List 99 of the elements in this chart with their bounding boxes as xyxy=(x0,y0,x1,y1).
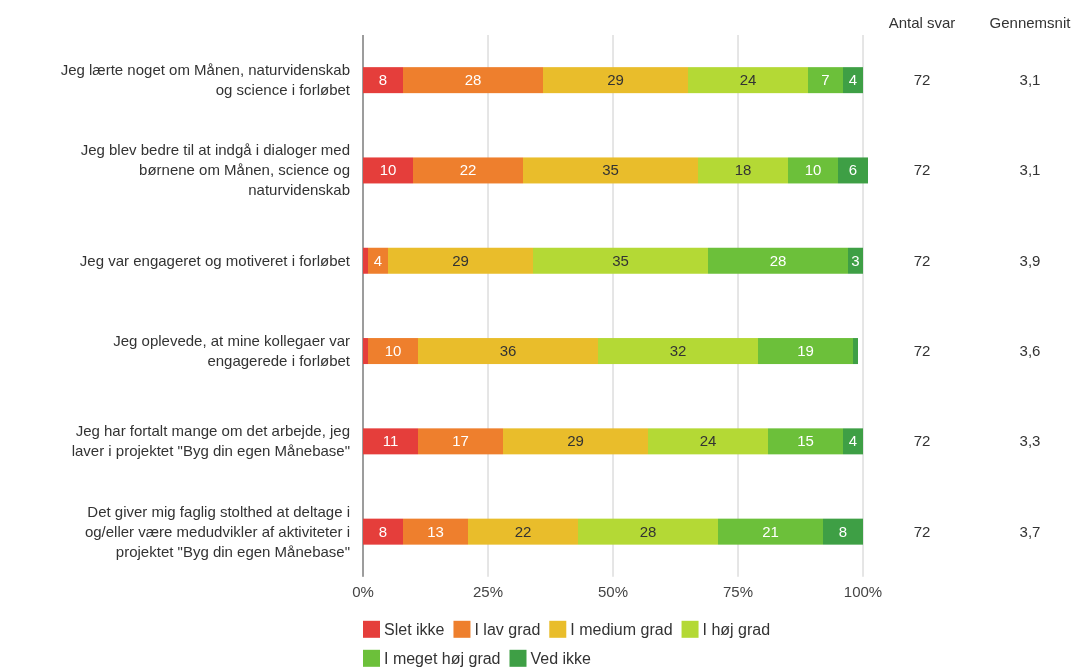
data-label: 13 xyxy=(427,522,444,540)
text: 72 xyxy=(913,432,931,450)
data-label: 8 xyxy=(378,71,388,89)
bar xyxy=(413,157,523,184)
data-label: 22 xyxy=(459,161,477,179)
data-label: 21 xyxy=(762,522,779,540)
legend-label: I meget høj grad xyxy=(384,649,501,667)
data-label: 18 xyxy=(734,161,752,179)
x-tick-label: 25% xyxy=(472,582,504,600)
data-label: 24 xyxy=(739,71,757,89)
legend-label: I medium grad xyxy=(570,620,673,638)
text: Gennemsnit xyxy=(989,14,1072,31)
text: Antal svar xyxy=(888,14,956,31)
data-label: 22 xyxy=(514,522,532,540)
bar xyxy=(533,247,708,274)
bar xyxy=(843,428,863,455)
bar xyxy=(788,157,838,184)
bar xyxy=(403,518,468,545)
bar xyxy=(838,157,868,184)
text: 72 xyxy=(913,161,931,179)
data-label: 6 xyxy=(848,161,858,179)
bar xyxy=(598,338,758,365)
data-label: 24 xyxy=(699,432,717,450)
data-label: 29 xyxy=(567,432,584,450)
bar xyxy=(523,157,698,184)
data-label: 28 xyxy=(464,71,482,89)
data-label: 29 xyxy=(607,71,624,89)
bar xyxy=(503,428,648,455)
data-label: 35 xyxy=(602,161,619,179)
y-tick-label: Jeg var engageret og motiveret i forløbet xyxy=(79,251,351,269)
bar xyxy=(823,518,863,545)
legend-label: Ved ikke xyxy=(530,649,592,667)
bar xyxy=(688,67,808,94)
y-tick-label: Jeg har fortalt mange om det arbejde, jeg laver i projektet "Byg din egen Månebase" xyxy=(71,422,350,460)
bar xyxy=(843,67,863,94)
data-label: 36 xyxy=(499,342,517,360)
text: 72 xyxy=(913,342,931,360)
bar xyxy=(578,518,718,545)
bar xyxy=(388,247,533,274)
data-label: 11 xyxy=(382,432,399,450)
y-tick-label: Det giver mig faglig stolthed at deltage i og/eller være medudvikler af aktiviteter i projektet "Byg din egen Månebase" xyxy=(84,502,350,560)
data-label: 10 xyxy=(379,161,397,179)
text: 3,6 xyxy=(1019,342,1041,360)
bar xyxy=(363,67,403,94)
bar xyxy=(698,157,788,184)
data-label: 28 xyxy=(769,251,787,269)
x-tick-label: 0% xyxy=(352,582,374,600)
bar xyxy=(648,428,768,455)
text: 3,1 xyxy=(1019,161,1041,179)
legend-label: I lav grad xyxy=(474,620,541,638)
bar xyxy=(403,67,543,94)
data-label: 29 xyxy=(452,251,469,269)
data-label: 17 xyxy=(452,432,469,450)
bar xyxy=(418,428,503,455)
legend-label: I høj grad xyxy=(702,620,771,638)
bar xyxy=(363,247,368,274)
bar xyxy=(808,67,843,94)
legend-label: Slet ikke xyxy=(384,620,445,638)
bar xyxy=(543,67,688,94)
data-label: 19 xyxy=(797,342,814,360)
data-label: 8 xyxy=(838,522,848,540)
y-tick-label: Jeg oplevede, at mine kollegaer var engagerede i forløbet xyxy=(113,332,351,370)
text: 72 xyxy=(913,71,931,89)
y-tick-label: Jeg blev bedre til at indgå i dialoger med børnene om Månen, science og naturvidenskab xyxy=(80,141,350,199)
bar xyxy=(418,338,598,365)
x-tick-label: 50% xyxy=(597,582,629,600)
bar xyxy=(708,247,848,274)
data-label: 10 xyxy=(384,342,402,360)
data-label: 4 xyxy=(373,251,383,269)
data-label: 10 xyxy=(804,161,822,179)
bar xyxy=(853,338,858,365)
bar xyxy=(363,518,403,545)
text: 3,9 xyxy=(1019,251,1041,269)
data-label: 4 xyxy=(848,432,858,450)
x-tick-label: 100% xyxy=(843,582,883,600)
text: 3,1 xyxy=(1019,71,1041,89)
data-label: 35 xyxy=(612,251,629,269)
data-label: 28 xyxy=(639,522,657,540)
data-label: 8 xyxy=(378,522,388,540)
bar xyxy=(363,157,413,184)
bar xyxy=(368,247,388,274)
bar xyxy=(758,338,853,365)
data-label: 32 xyxy=(669,342,687,360)
data-label: 4 xyxy=(848,71,858,89)
text: 72 xyxy=(913,251,931,269)
x-tick-label: 75% xyxy=(722,582,754,600)
text: 3,7 xyxy=(1019,522,1041,540)
bar xyxy=(768,428,843,455)
text: 72 xyxy=(913,522,931,540)
bar xyxy=(718,518,823,545)
bar xyxy=(368,338,418,365)
y-tick-label: Jeg lærte noget om Månen, naturvidenskab og science i forløbet xyxy=(60,61,351,99)
bar xyxy=(363,338,368,365)
bar xyxy=(363,428,418,455)
bar xyxy=(468,518,578,545)
text: 3,3 xyxy=(1019,432,1041,450)
data-label: 7 xyxy=(821,71,830,89)
data-label: 15 xyxy=(797,432,814,450)
data-label: 3 xyxy=(851,251,860,269)
